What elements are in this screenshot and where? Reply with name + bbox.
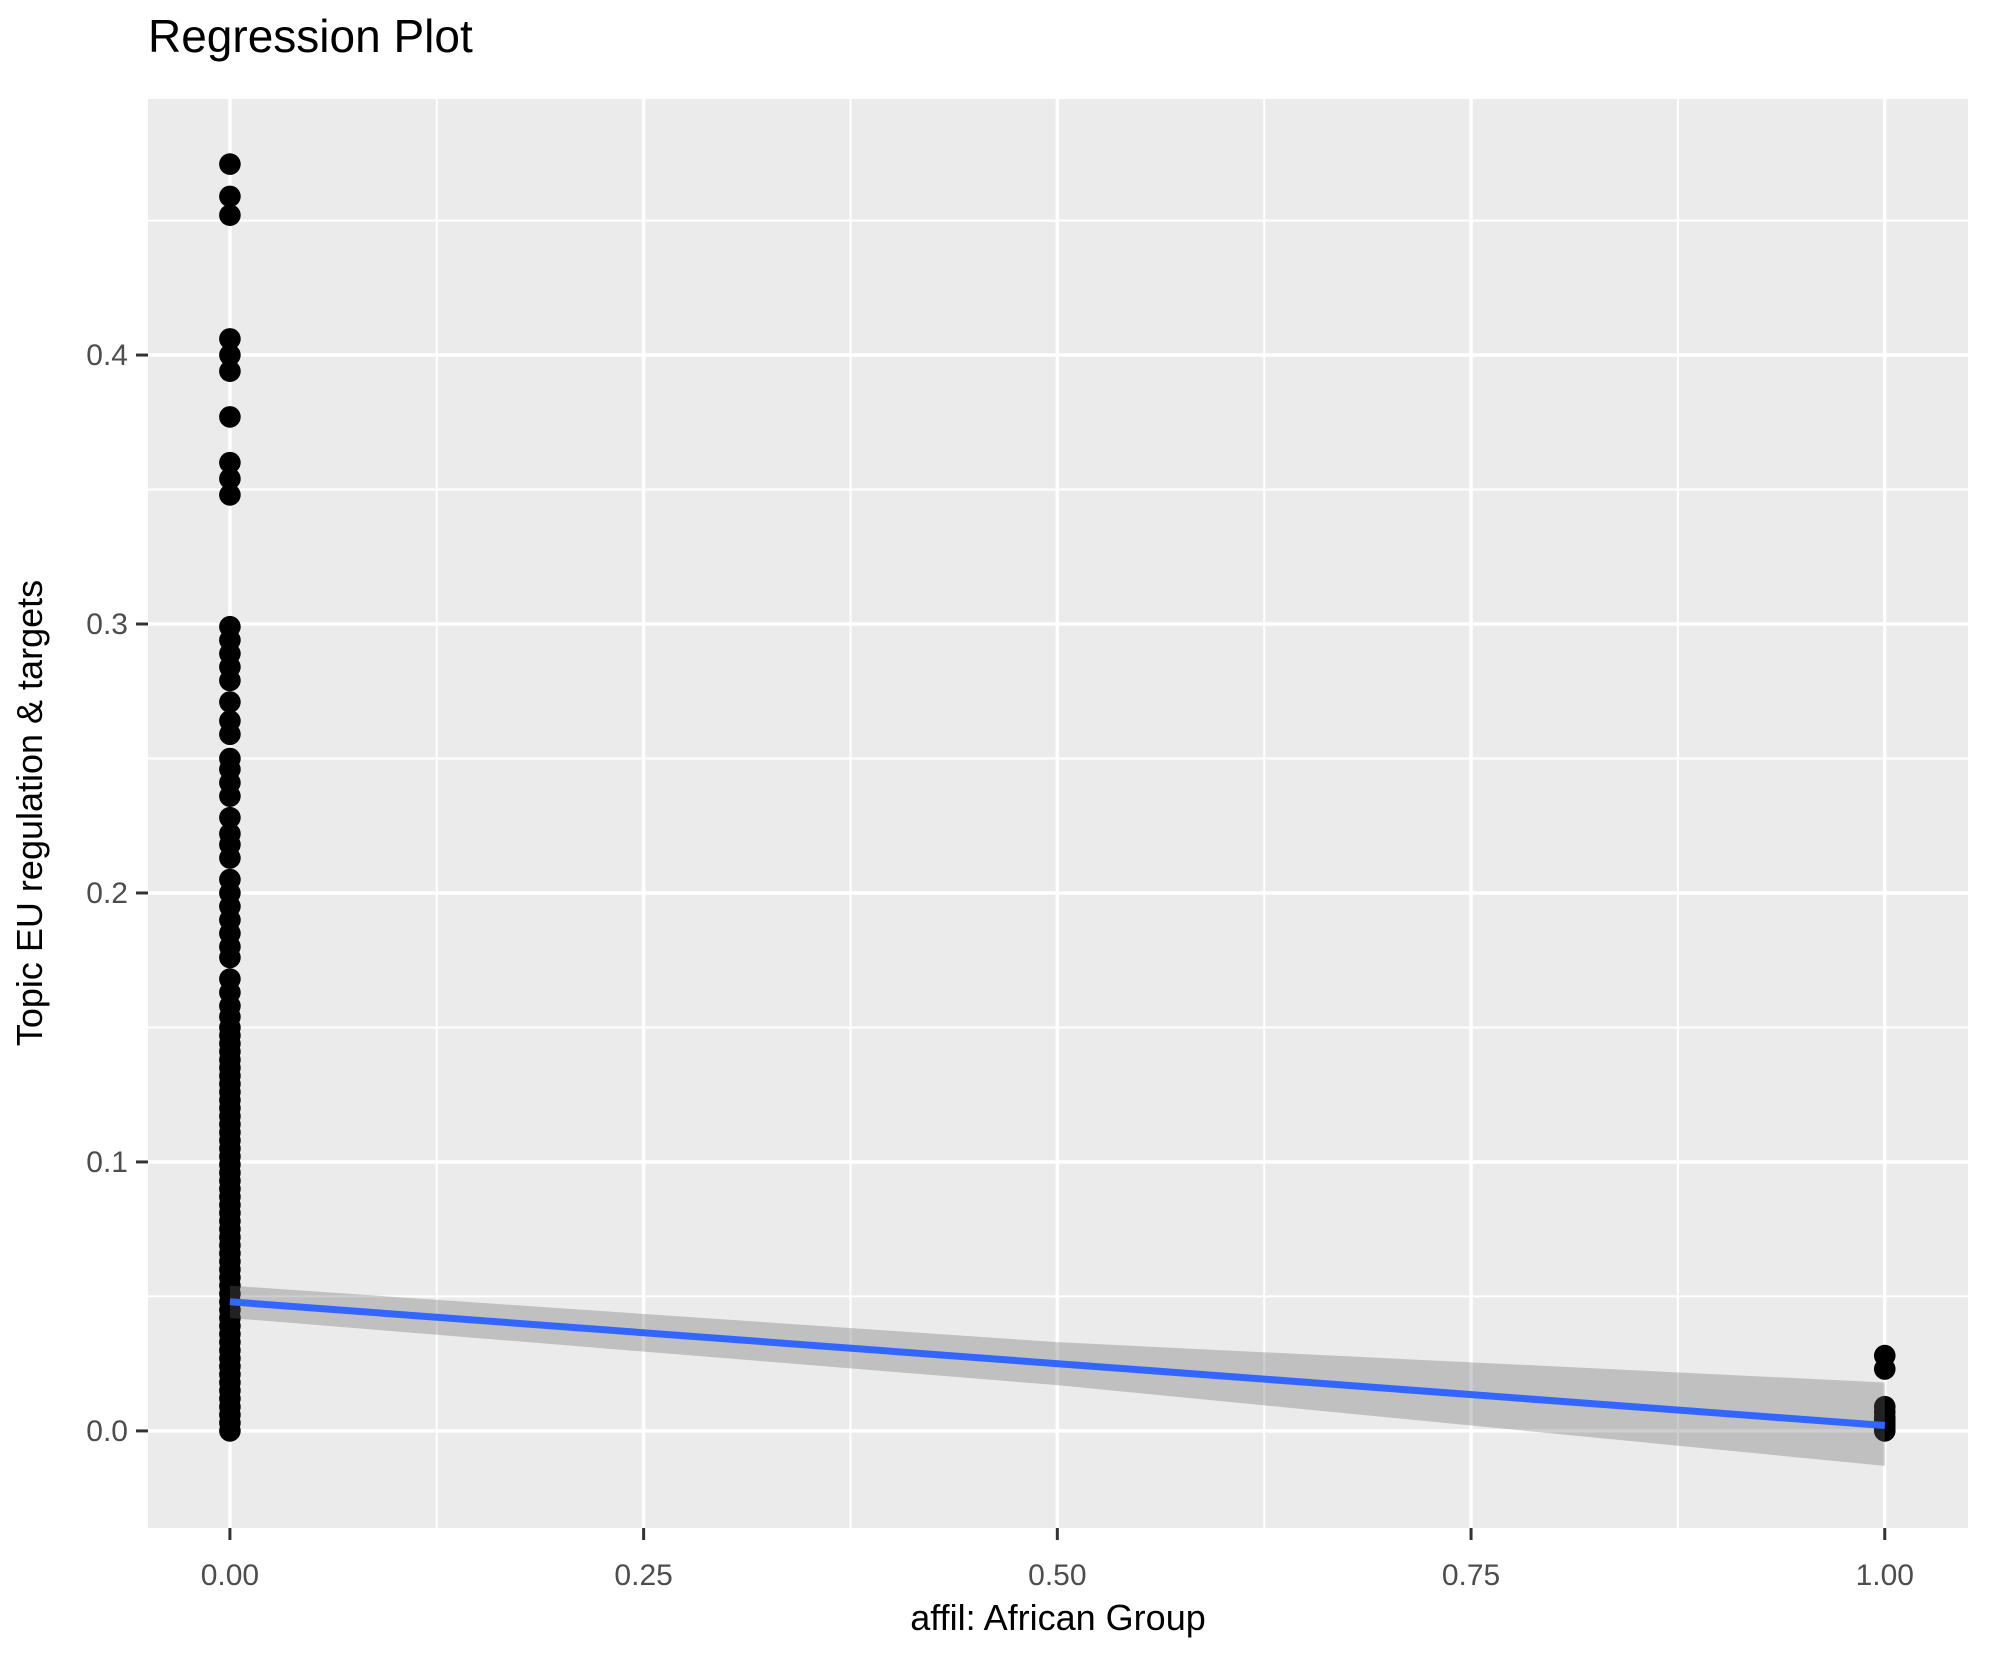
data-point (219, 484, 241, 506)
x-tick-label: 1.00 (1856, 1559, 1914, 1592)
data-point (1873, 1358, 1896, 1380)
data-point (219, 360, 241, 382)
data-point (219, 406, 241, 428)
data-point (219, 723, 241, 746)
y-tick-label: 0.2 (86, 877, 128, 910)
y-axis-title: Topic EU regulation & targets (9, 580, 50, 1046)
data-point (219, 847, 241, 869)
data-point (219, 669, 241, 692)
data-point (219, 153, 241, 175)
data-point (219, 344, 241, 366)
y-tick-label: 0.4 (86, 339, 128, 372)
data-point (219, 185, 241, 208)
data-point (219, 785, 241, 807)
plot-title: Regression Plot (148, 10, 473, 62)
y-tick-label: 0.1 (86, 1146, 128, 1179)
x-tick-label: 0.50 (1028, 1559, 1086, 1592)
plot-panel (148, 99, 1968, 1528)
data-point (219, 691, 241, 713)
data-point (219, 451, 241, 474)
x-axis-title: affil: African Group (910, 1597, 1206, 1638)
data-point (219, 328, 241, 350)
data-point (219, 467, 241, 490)
y-tick-label: 0.3 (86, 608, 128, 641)
x-tick-label: 0.00 (201, 1559, 259, 1592)
x-tick-label: 0.25 (614, 1559, 672, 1592)
x-tick-label: 0.75 (1442, 1559, 1500, 1592)
data-point (219, 1420, 241, 1442)
regression-line (229, 1298, 1886, 1430)
data-point (219, 204, 241, 226)
data-point (219, 806, 241, 829)
y-tick-label: 0.0 (86, 1415, 128, 1448)
data-point (219, 946, 241, 969)
